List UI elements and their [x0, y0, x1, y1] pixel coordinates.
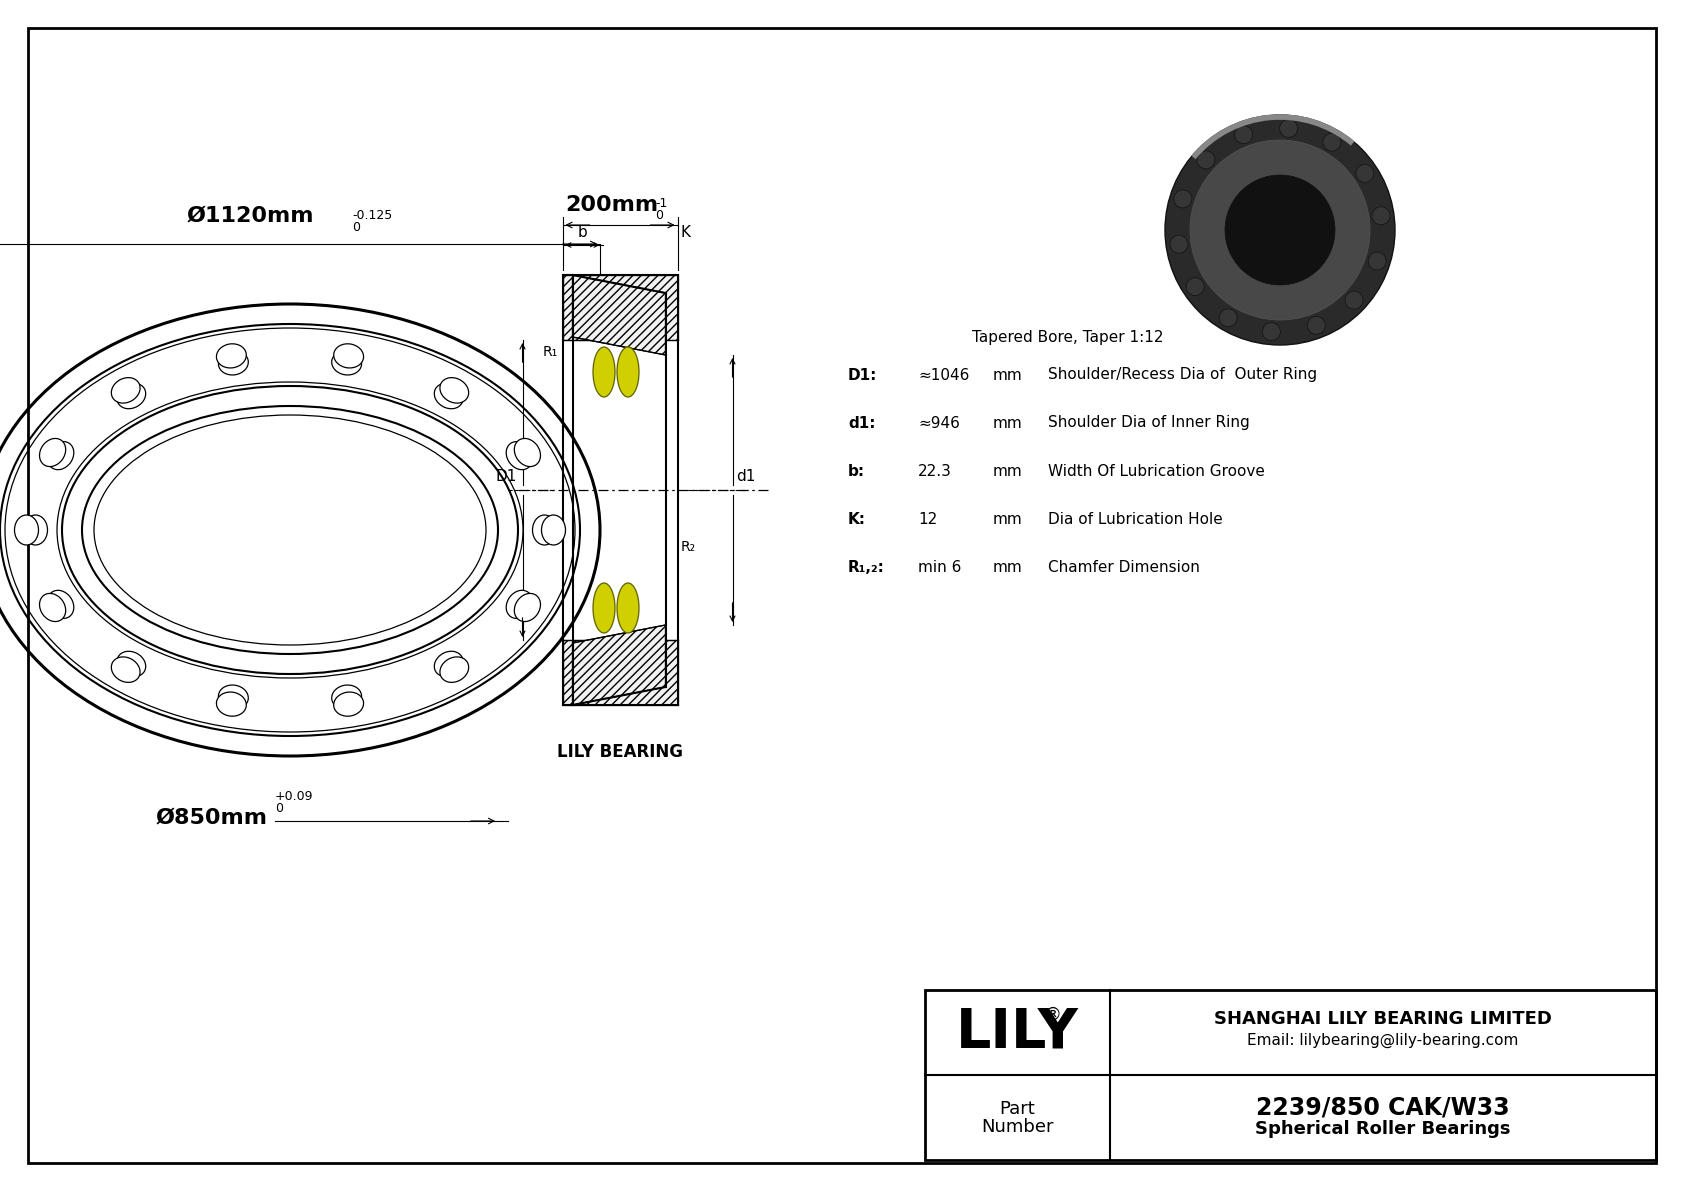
- Ellipse shape: [116, 384, 147, 409]
- Circle shape: [1367, 252, 1386, 270]
- Ellipse shape: [333, 344, 364, 368]
- Circle shape: [1356, 164, 1374, 182]
- Text: LILY BEARING: LILY BEARING: [557, 743, 684, 761]
- Circle shape: [1307, 317, 1325, 335]
- Ellipse shape: [532, 515, 556, 545]
- Circle shape: [1324, 133, 1340, 151]
- Ellipse shape: [15, 515, 39, 545]
- Circle shape: [1174, 189, 1192, 208]
- Polygon shape: [573, 625, 665, 705]
- Text: 0: 0: [655, 208, 663, 222]
- Text: ≈946: ≈946: [918, 416, 960, 430]
- Ellipse shape: [616, 347, 638, 397]
- Ellipse shape: [111, 378, 140, 403]
- Polygon shape: [562, 275, 677, 339]
- Text: 0: 0: [352, 222, 360, 233]
- Polygon shape: [573, 275, 665, 355]
- Text: Ø1120mm: Ø1120mm: [187, 206, 313, 226]
- Ellipse shape: [39, 593, 66, 622]
- Ellipse shape: [333, 692, 364, 716]
- Text: Spherical Roller Bearings: Spherical Roller Bearings: [1255, 1121, 1511, 1139]
- Text: Dia of Lubrication Hole: Dia of Lubrication Hole: [1047, 511, 1223, 526]
- Text: D1: D1: [495, 469, 517, 484]
- Text: -1: -1: [655, 197, 667, 210]
- Text: Number: Number: [982, 1117, 1054, 1135]
- Text: SHANGHAI LILY BEARING LIMITED: SHANGHAI LILY BEARING LIMITED: [1214, 1010, 1553, 1028]
- Ellipse shape: [217, 692, 246, 716]
- Text: b: b: [578, 225, 588, 241]
- Ellipse shape: [542, 515, 566, 545]
- Circle shape: [1280, 119, 1298, 137]
- Text: mm: mm: [994, 463, 1022, 479]
- Ellipse shape: [434, 651, 463, 676]
- Circle shape: [1234, 126, 1253, 144]
- Text: ®: ®: [1044, 1005, 1061, 1023]
- Ellipse shape: [47, 442, 74, 469]
- Ellipse shape: [332, 351, 362, 375]
- Circle shape: [1165, 116, 1394, 345]
- Circle shape: [1170, 235, 1187, 254]
- Text: b:: b:: [849, 463, 866, 479]
- Bar: [925, 990, 1655, 1160]
- Text: Ø850mm: Ø850mm: [157, 807, 268, 828]
- Text: 0: 0: [274, 802, 283, 815]
- Circle shape: [1224, 175, 1335, 285]
- Text: mm: mm: [994, 416, 1022, 430]
- Circle shape: [1263, 323, 1280, 341]
- Text: R₁,₂:: R₁,₂:: [849, 560, 884, 574]
- Text: R₁: R₁: [542, 345, 557, 358]
- Ellipse shape: [219, 351, 248, 375]
- Ellipse shape: [616, 584, 638, 632]
- Text: mm: mm: [994, 368, 1022, 382]
- Ellipse shape: [217, 344, 246, 368]
- Text: +0.09: +0.09: [274, 790, 313, 803]
- Text: Part: Part: [1000, 1099, 1036, 1117]
- Ellipse shape: [507, 442, 532, 469]
- Text: D1:: D1:: [849, 368, 877, 382]
- Ellipse shape: [332, 685, 362, 709]
- Ellipse shape: [111, 657, 140, 682]
- Circle shape: [1197, 151, 1214, 169]
- Text: Chamfer Dimension: Chamfer Dimension: [1047, 560, 1201, 574]
- Ellipse shape: [593, 584, 615, 632]
- Circle shape: [1346, 291, 1362, 310]
- Text: K:: K:: [849, 511, 866, 526]
- Ellipse shape: [507, 591, 532, 618]
- Text: mm: mm: [994, 560, 1022, 574]
- Ellipse shape: [440, 657, 468, 682]
- Text: Email: lilybearing@lily-bearing.com: Email: lilybearing@lily-bearing.com: [1248, 1033, 1519, 1048]
- Text: Shoulder Dia of Inner Ring: Shoulder Dia of Inner Ring: [1047, 416, 1250, 430]
- Ellipse shape: [440, 378, 468, 403]
- Ellipse shape: [47, 591, 74, 618]
- Text: 200mm: 200mm: [566, 195, 658, 216]
- Polygon shape: [562, 640, 677, 705]
- Text: K: K: [680, 225, 690, 241]
- Ellipse shape: [514, 438, 541, 467]
- Ellipse shape: [116, 651, 147, 676]
- Text: Shoulder/Recess Dia of  Outer Ring: Shoulder/Recess Dia of Outer Ring: [1047, 368, 1317, 382]
- Text: 22.3: 22.3: [918, 463, 951, 479]
- Circle shape: [1191, 141, 1371, 320]
- Circle shape: [1372, 207, 1389, 225]
- Circle shape: [1219, 308, 1238, 326]
- Text: 2239/850 CAK/W33: 2239/850 CAK/W33: [1256, 1096, 1511, 1120]
- Text: mm: mm: [994, 511, 1022, 526]
- Text: -0.125: -0.125: [352, 208, 392, 222]
- Text: 12: 12: [918, 511, 938, 526]
- Ellipse shape: [593, 347, 615, 397]
- Text: R₂: R₂: [680, 540, 695, 554]
- Ellipse shape: [39, 438, 66, 467]
- Ellipse shape: [434, 384, 463, 409]
- Text: Tapered Bore, Taper 1:12: Tapered Bore, Taper 1:12: [972, 330, 1164, 345]
- Circle shape: [1186, 278, 1204, 295]
- Ellipse shape: [514, 593, 541, 622]
- Text: LILY: LILY: [957, 1005, 1079, 1060]
- Text: ≈1046: ≈1046: [918, 368, 970, 382]
- Ellipse shape: [219, 685, 248, 709]
- Text: Width Of Lubrication Groove: Width Of Lubrication Groove: [1047, 463, 1265, 479]
- Text: d1:: d1:: [849, 416, 876, 430]
- Ellipse shape: [24, 515, 47, 545]
- Text: d1: d1: [736, 469, 756, 484]
- Text: min 6: min 6: [918, 560, 962, 574]
